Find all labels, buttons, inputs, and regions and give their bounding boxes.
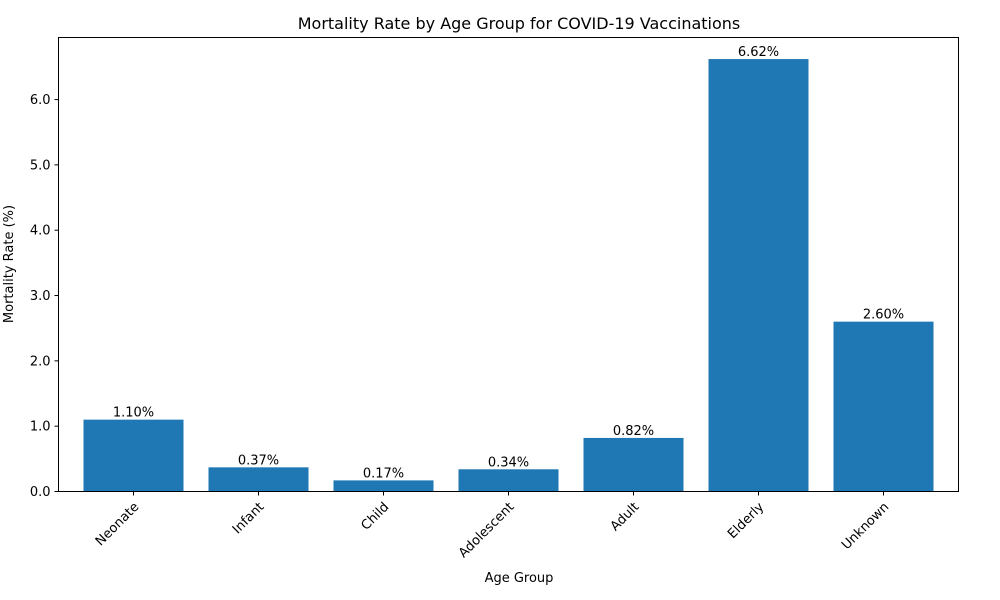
y-tick-label: 5.0 bbox=[30, 158, 51, 173]
y-tick-label: 3.0 bbox=[30, 289, 51, 304]
x-tick-label-elderly: Elderly bbox=[725, 500, 767, 542]
data-label-adolescent: 0.34% bbox=[488, 455, 529, 470]
data-label-neonate: 1.10% bbox=[113, 406, 154, 421]
x-tick-label-neonate: Neonate bbox=[93, 500, 142, 549]
y-tick-label: 2.0 bbox=[30, 354, 51, 369]
x-tick-label-unknown: Unknown bbox=[839, 500, 892, 553]
plot-area: 1.10% 0.37% 0.17% 0.34% 0.82% 6.62% 2.60% Neona… bbox=[30, 45, 934, 561]
data-label-adult: 0.82% bbox=[613, 424, 654, 439]
x-tick-label-child: Child bbox=[359, 500, 393, 534]
bar-adult bbox=[583, 437, 684, 492]
x-tick-label-infant: Infant bbox=[230, 500, 267, 537]
y-tick-label: 1.0 bbox=[30, 420, 51, 435]
y-axis-label: Mortality Rate (%) bbox=[2, 205, 17, 323]
bar-unknown bbox=[833, 321, 934, 492]
chart-title: Mortality Rate by Age Group for COVID-19… bbox=[298, 14, 741, 33]
bar-adolescent bbox=[458, 469, 559, 492]
y-tick-label: 6.0 bbox=[30, 93, 51, 108]
x-tick-label-adult: Adult bbox=[608, 500, 643, 535]
bar-elderly bbox=[708, 59, 809, 492]
data-label-unknown: 2.60% bbox=[863, 308, 904, 323]
bar-child bbox=[333, 480, 434, 492]
y-tick-label: 4.0 bbox=[30, 224, 51, 239]
x-tick-label-adolescent: Adolescent bbox=[456, 500, 517, 561]
bar-neonate bbox=[83, 419, 184, 492]
axes-frame bbox=[58, 37, 959, 492]
data-label-child: 0.17% bbox=[363, 466, 404, 481]
x-axis-label: Age Group bbox=[485, 571, 554, 586]
data-label-elderly: 6.62% bbox=[738, 45, 779, 60]
data-label-infant: 0.37% bbox=[238, 453, 279, 468]
y-tick-label: 0.0 bbox=[30, 485, 51, 500]
bar-infant bbox=[208, 467, 309, 492]
